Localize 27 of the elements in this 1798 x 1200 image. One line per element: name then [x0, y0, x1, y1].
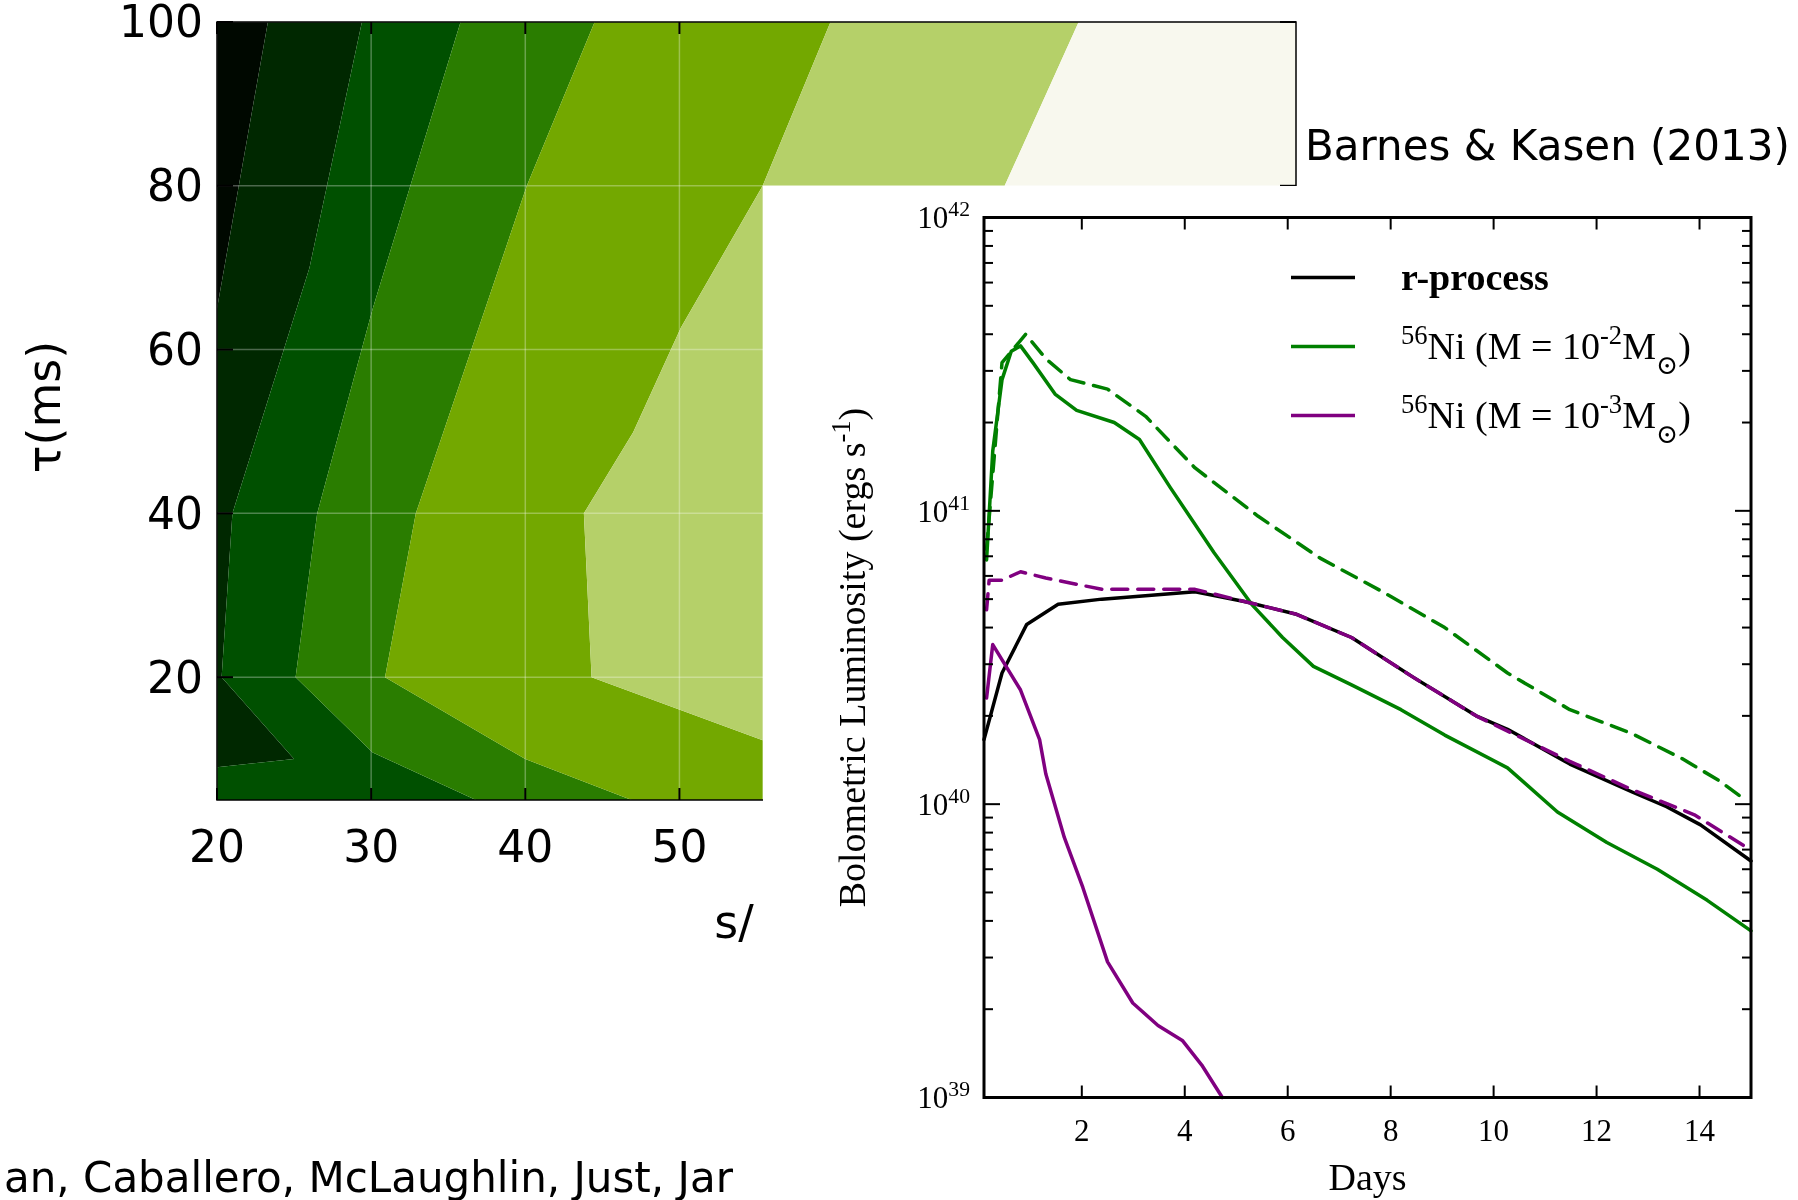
- legend-label: $^{56}$Ni (M = 10$^{-3}$M$_{⊙}$): [1401, 388, 1691, 449]
- x-tick-label: 8: [1382, 1112, 1399, 1148]
- y-tick-label: 10$^{41}$: [917, 490, 970, 529]
- x-tick-label: 50: [651, 820, 708, 872]
- x-axis-title: Days: [1328, 1156, 1407, 1198]
- x-axis-title: s/: [714, 895, 755, 949]
- y-tick-label: 10$^{39}$: [917, 1077, 970, 1116]
- text: Barnes & Kasen (2013): [1305, 121, 1790, 170]
- y-tick-label: 10$^{40}$: [917, 784, 971, 823]
- legend-label: r-process: [1401, 255, 1549, 298]
- x-tick-label: 6: [1279, 1112, 1296, 1148]
- y-tick-label: 10$^{42}$: [917, 197, 970, 236]
- y-tick-label: 40: [147, 487, 203, 539]
- y-tick-label: 80: [147, 160, 203, 212]
- legend-label: $^{56}$Ni (M = 10$^{-2}$M$_{⊙}$): [1401, 319, 1691, 380]
- x-tick-label: 14: [1684, 1112, 1716, 1148]
- x-tick-label: 2: [1074, 1112, 1090, 1148]
- y-tick-label: 100: [119, 0, 203, 48]
- x-tick-label: 30: [343, 820, 400, 872]
- x-tick-label: 10: [1478, 1112, 1510, 1148]
- y-tick-label: 60: [147, 323, 203, 375]
- x-tick-label: 12: [1581, 1112, 1613, 1148]
- x-tick-label: 40: [497, 820, 554, 872]
- x-tick-label: 20: [189, 820, 245, 872]
- x-tick-label: 4: [1177, 1112, 1194, 1148]
- y-axis-title: τ(ms): [17, 340, 71, 474]
- y-tick-label: 20: [147, 651, 203, 703]
